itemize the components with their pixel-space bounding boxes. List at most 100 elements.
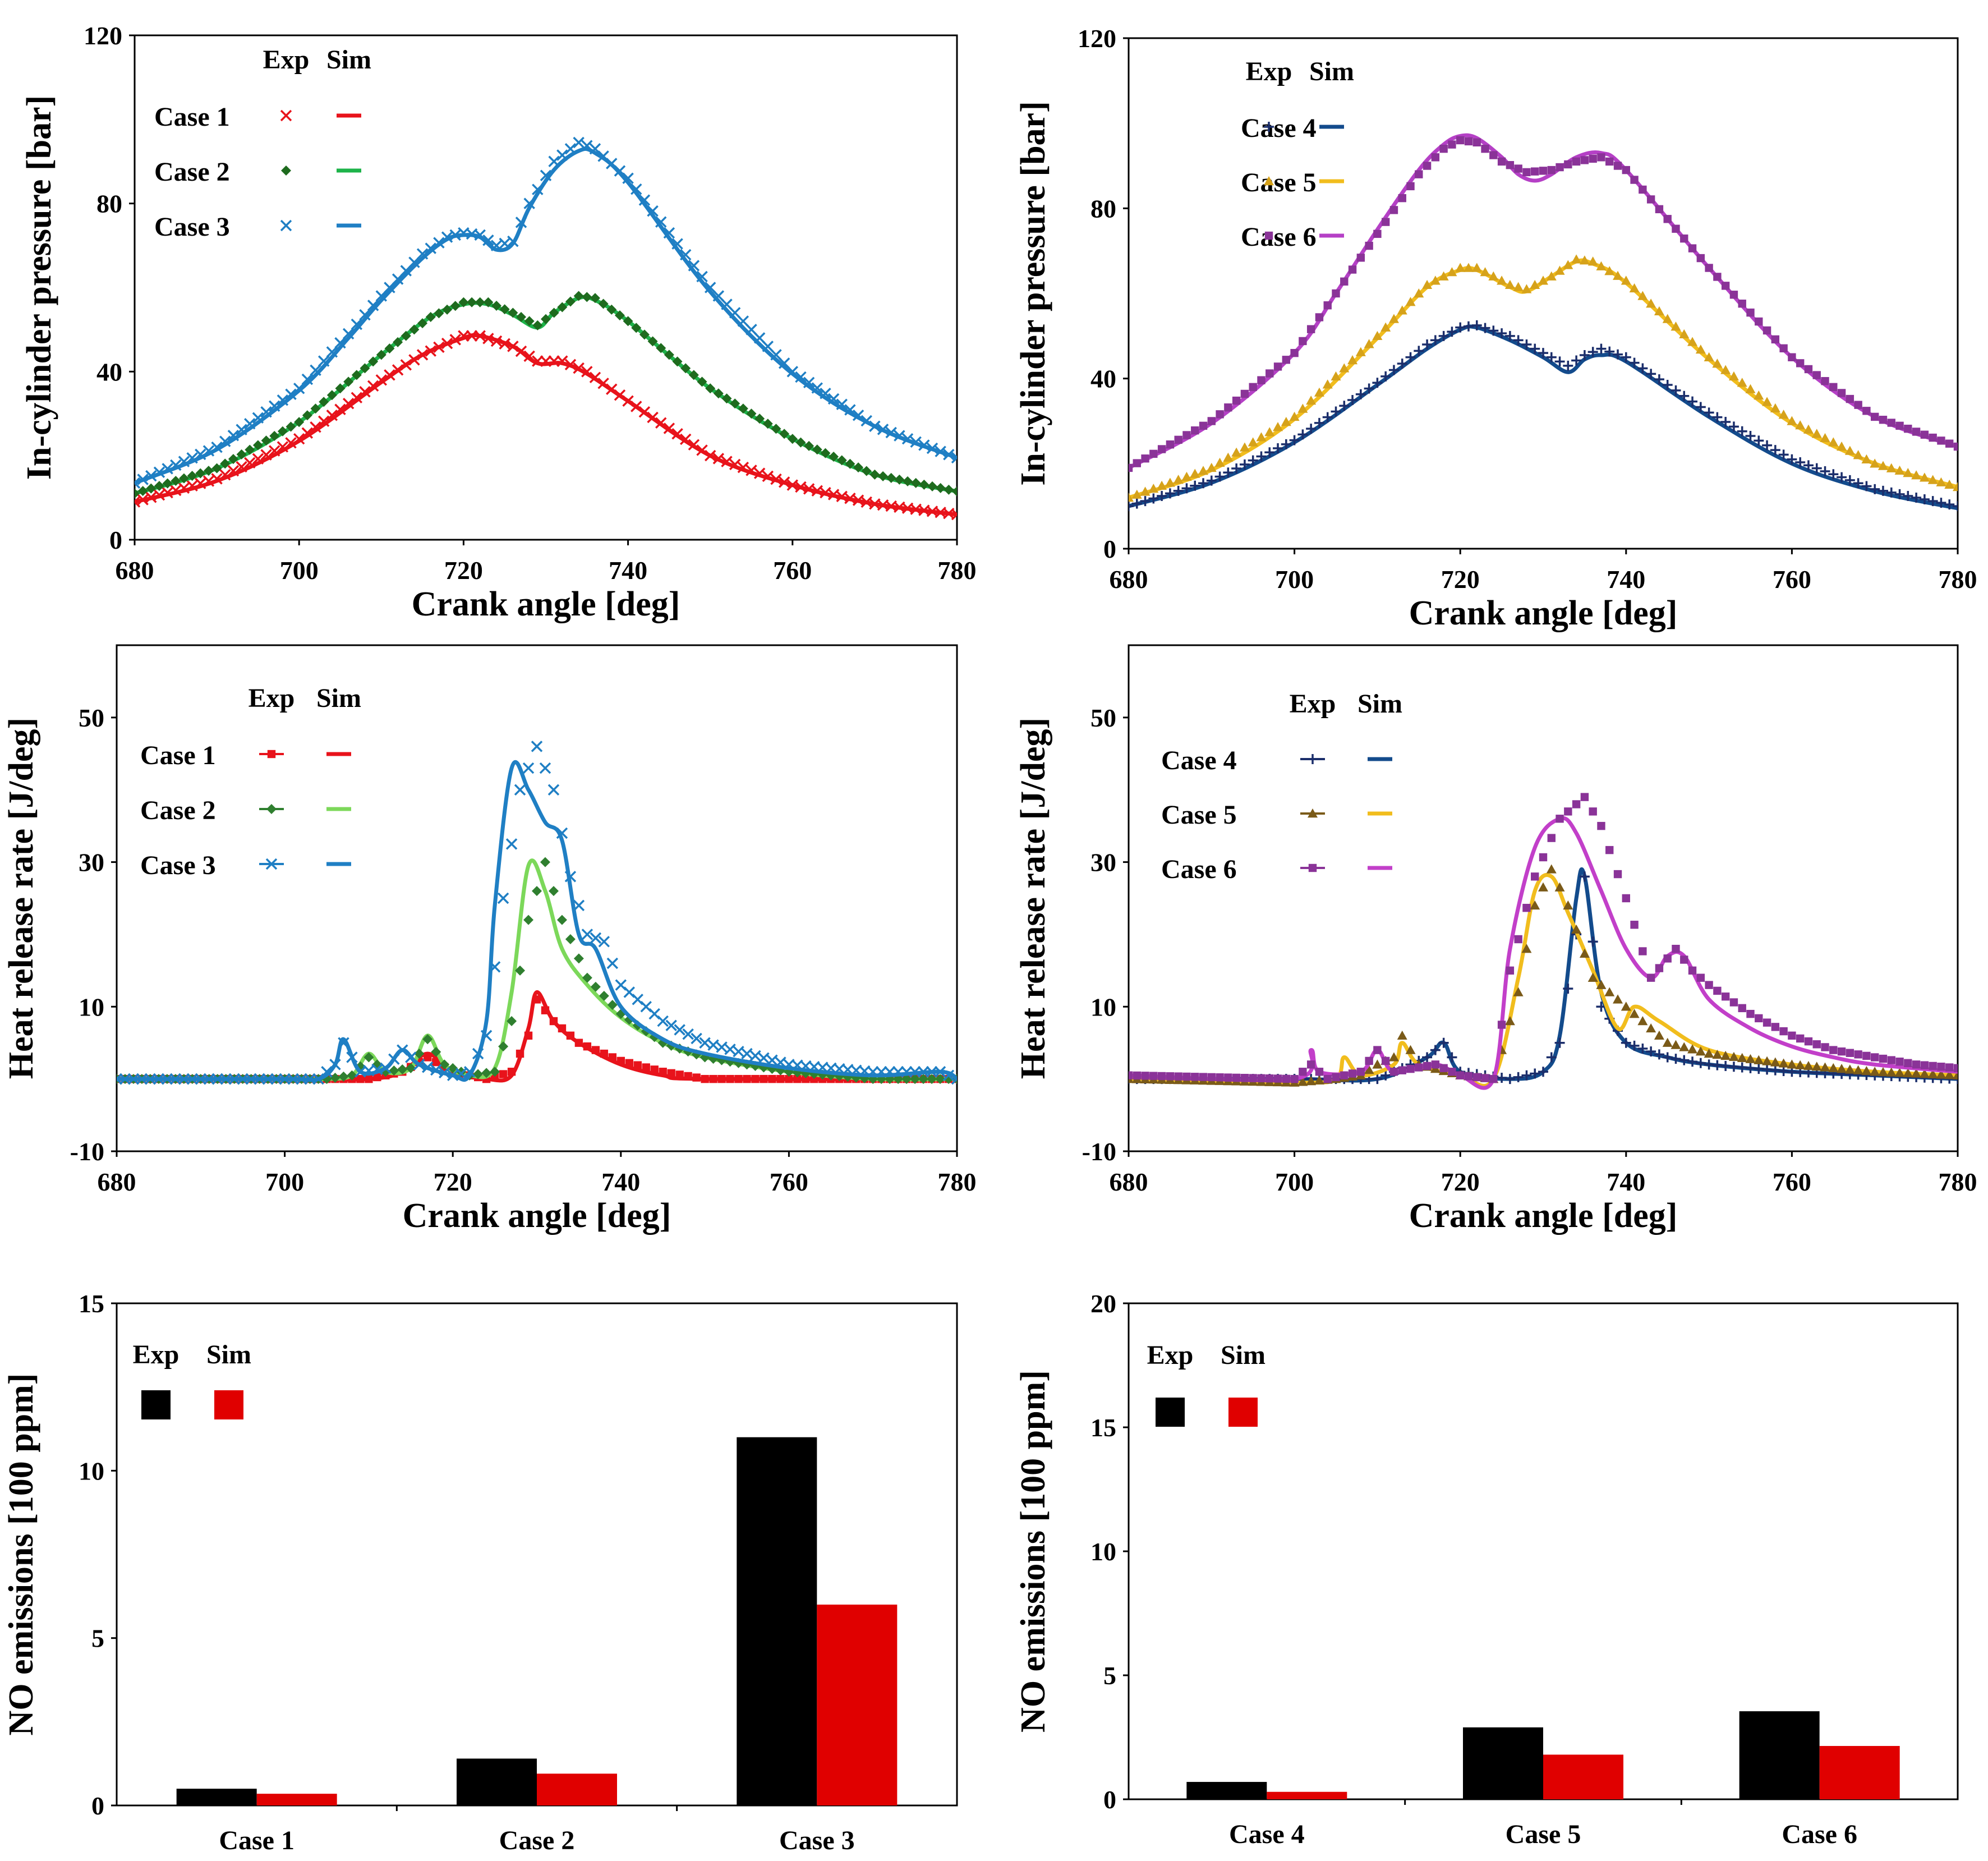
y-axis-label: Heat release rate [J/deg] bbox=[1014, 718, 1052, 1079]
exp-marker bbox=[186, 480, 198, 491]
exp-marker bbox=[1438, 330, 1449, 341]
exp-marker bbox=[380, 1062, 392, 1074]
exp-marker bbox=[1828, 437, 1839, 447]
series-case-6 bbox=[1129, 133, 1958, 472]
exp-marker bbox=[1762, 397, 1773, 406]
x-category-label: Case 2 bbox=[499, 1826, 575, 1855]
exp-marker bbox=[1687, 1044, 1698, 1054]
exp-marker bbox=[1646, 195, 1655, 204]
exp-marker bbox=[1679, 1055, 1690, 1065]
exp-marker bbox=[590, 981, 601, 992]
legend-exp-marker bbox=[281, 166, 291, 176]
exp-marker bbox=[1506, 966, 1515, 975]
exp-marker bbox=[483, 297, 494, 307]
exp-marker bbox=[1844, 445, 1855, 455]
legend-sim-header: Sim bbox=[1357, 689, 1402, 719]
exp-marker bbox=[1927, 1069, 1938, 1078]
exp-marker bbox=[145, 491, 157, 503]
exp-marker bbox=[1846, 1049, 1854, 1057]
exp-marker bbox=[1911, 493, 1922, 503]
exp-marker bbox=[1787, 416, 1797, 425]
exp-marker bbox=[219, 469, 231, 481]
exp-marker bbox=[1216, 410, 1224, 419]
exp-marker bbox=[1447, 267, 1457, 277]
legend-sim-header: Sim bbox=[206, 1340, 251, 1370]
exp-marker bbox=[1447, 327, 1457, 337]
exp-marker bbox=[903, 476, 913, 486]
exp-marker bbox=[556, 915, 567, 925]
exp-marker bbox=[934, 1066, 946, 1078]
exp-marker bbox=[1829, 1046, 1838, 1054]
legend-sim-swatch bbox=[214, 1390, 243, 1419]
exp-marker bbox=[1755, 1014, 1763, 1023]
exp-marker bbox=[532, 886, 542, 897]
exp-marker bbox=[671, 428, 683, 440]
exp-marker bbox=[1372, 378, 1383, 388]
exp-marker bbox=[1662, 1037, 1673, 1047]
exp-marker bbox=[447, 1069, 459, 1081]
exp-marker bbox=[1539, 853, 1548, 862]
legend: Exp Sim Case 1 Case 2 Case 3 bbox=[140, 683, 361, 880]
exp-marker bbox=[285, 437, 297, 449]
exp-marker bbox=[1871, 1053, 1879, 1062]
exp-marker bbox=[1157, 1072, 1166, 1081]
exp-marker bbox=[1754, 1055, 1764, 1064]
exp-marker bbox=[1811, 1062, 1822, 1071]
exp-marker bbox=[1232, 396, 1241, 405]
exp-marker bbox=[1182, 1072, 1191, 1081]
exp-marker bbox=[910, 436, 922, 448]
exp-marker bbox=[1264, 447, 1275, 458]
exp-marker bbox=[1861, 454, 1872, 463]
exp-marker bbox=[1903, 490, 1913, 501]
exp-marker bbox=[1257, 376, 1265, 384]
exp-marker bbox=[540, 355, 552, 367]
exp-marker bbox=[894, 474, 905, 485]
series-case-4 bbox=[1129, 320, 1958, 512]
exp-marker bbox=[1173, 485, 1184, 496]
exp-marker bbox=[1438, 1037, 1449, 1048]
exp-marker bbox=[490, 335, 503, 347]
exp-marker bbox=[639, 329, 650, 340]
exp-marker bbox=[368, 356, 379, 367]
exp-marker bbox=[1721, 282, 1730, 290]
x-tick-label: 760 bbox=[1773, 1168, 1811, 1196]
exp-marker bbox=[1837, 442, 1847, 451]
exp-marker bbox=[1380, 1070, 1391, 1081]
exp-marker bbox=[701, 1074, 709, 1083]
exp-marker bbox=[1671, 385, 1681, 396]
legend: Exp Sim Case 1 Case 2 Case 3 bbox=[154, 45, 371, 242]
exp-marker bbox=[1812, 1040, 1821, 1049]
exp-marker bbox=[171, 476, 181, 486]
exp-marker bbox=[422, 1034, 433, 1045]
exp-marker bbox=[1489, 151, 1498, 159]
exp-marker bbox=[749, 1050, 761, 1062]
exp-marker bbox=[1546, 352, 1557, 362]
exp-marker bbox=[1314, 387, 1324, 397]
exp-marker bbox=[1364, 339, 1374, 348]
legend-exp-header: Exp bbox=[1290, 689, 1336, 719]
exp-marker bbox=[1871, 412, 1879, 421]
bar-exp-case-1 bbox=[176, 1789, 257, 1805]
exp-marker bbox=[195, 477, 206, 489]
exp-marker bbox=[1737, 1053, 1747, 1062]
exp-marker bbox=[1704, 352, 1714, 361]
legend-exp-marker bbox=[1308, 808, 1318, 818]
exp-marker bbox=[1339, 363, 1350, 373]
exp-marker bbox=[270, 1073, 282, 1085]
exp-marker bbox=[162, 486, 173, 499]
exp-marker bbox=[1538, 882, 1548, 892]
exp-marker bbox=[424, 1053, 432, 1062]
y-tick-label: -10 bbox=[1082, 1137, 1116, 1166]
exp-marker bbox=[1406, 182, 1415, 191]
exp-marker bbox=[1306, 1076, 1317, 1086]
exp-marker bbox=[1273, 1074, 1282, 1083]
exp-marker bbox=[779, 429, 790, 439]
exp-marker bbox=[1629, 283, 1640, 293]
exp-marker bbox=[1936, 498, 1946, 508]
exp-marker bbox=[1795, 457, 1806, 468]
exp-marker bbox=[1174, 1072, 1182, 1081]
exp-marker bbox=[1770, 445, 1780, 456]
exp-marker bbox=[1596, 980, 1607, 989]
chart-pressure-1: 0 40 80 120 In-cylinder pressure [bar] 680 700… bbox=[20, 21, 977, 623]
exp-marker bbox=[178, 473, 189, 484]
